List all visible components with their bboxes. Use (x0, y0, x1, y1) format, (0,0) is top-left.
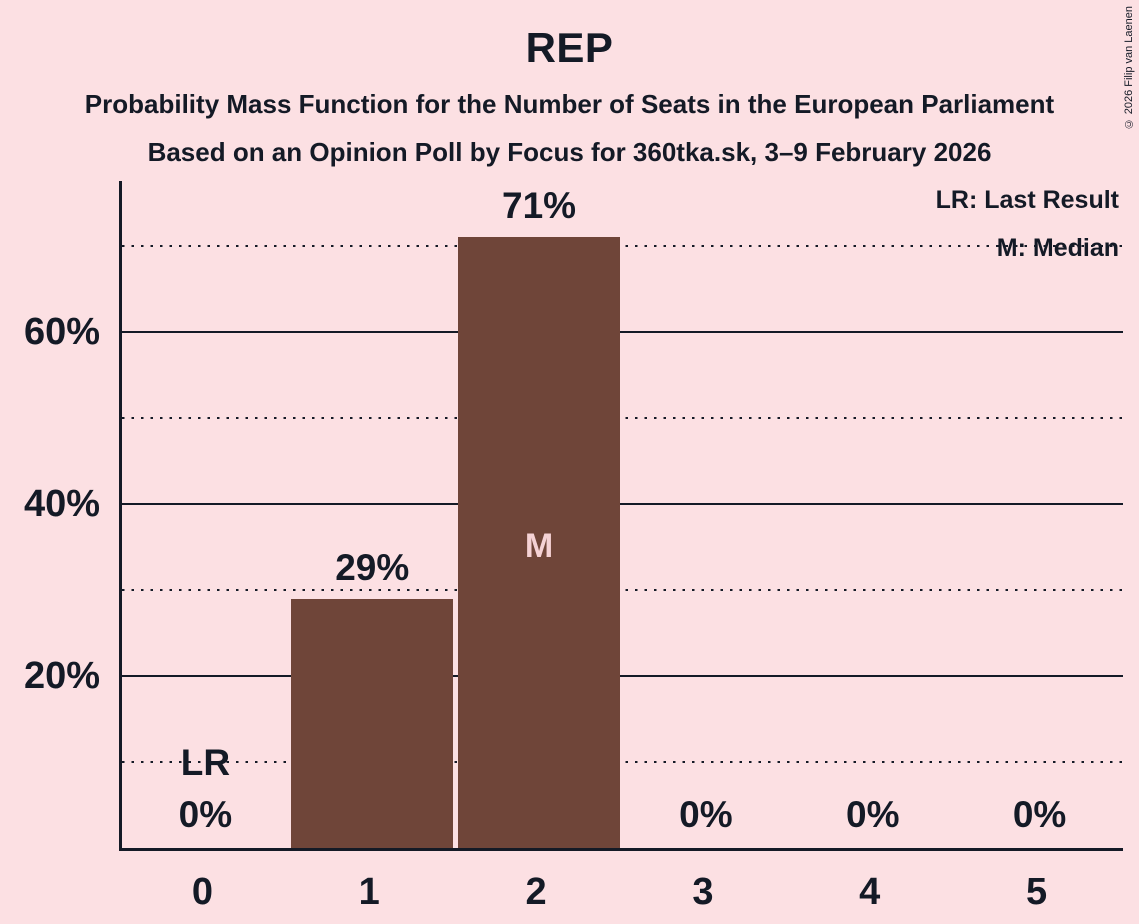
x-tick-label: 2 (525, 871, 547, 913)
chart-source-line: Based on an Opinion Poll by Focus for 36… (147, 137, 992, 167)
last-result-marker-label: LR (180, 742, 231, 783)
gridline-dotted (122, 416, 1123, 420)
bar-value-label: 0% (679, 794, 733, 835)
bar (458, 237, 620, 848)
bar-value-label: 29% (335, 546, 410, 588)
copyright-text: © 2026 Filip van Laenen (1123, 6, 1135, 130)
legend-last-result: LR: Last Result (935, 186, 1119, 214)
y-tick-label: 60% (23, 311, 100, 353)
y-tick-label: 20% (23, 655, 100, 697)
legend-median: M: Median (996, 234, 1119, 262)
x-tick-label: 5 (1026, 871, 1048, 913)
gridline-solid (122, 674, 1123, 678)
median-marker-label: M (524, 527, 554, 565)
gridline-dotted (122, 588, 1123, 592)
gridline-dotted (122, 244, 1123, 248)
bar-value-label: 0% (178, 794, 233, 835)
y-tick-label: 40% (23, 483, 100, 525)
x-tick-label: 4 (859, 871, 881, 913)
gridline-solid (122, 330, 1123, 334)
gridline-solid (122, 502, 1123, 506)
x-tick-label: 1 (358, 871, 380, 913)
bar-value-label: 0% (846, 794, 900, 835)
page-title: REP (525, 24, 614, 71)
plot-area: 0% 29% 71% 0% 0% 0% LR M (119, 181, 1123, 851)
bar-value-label: 71% (502, 185, 577, 227)
bar-value-label: 0% (1012, 794, 1067, 835)
x-tick-label: 3 (692, 871, 714, 913)
bar (291, 598, 454, 848)
chart-subtitle: Probability Mass Function for the Number… (84, 89, 1055, 119)
gridline-dotted (122, 760, 1123, 764)
x-tick-label: 0 (191, 871, 213, 913)
